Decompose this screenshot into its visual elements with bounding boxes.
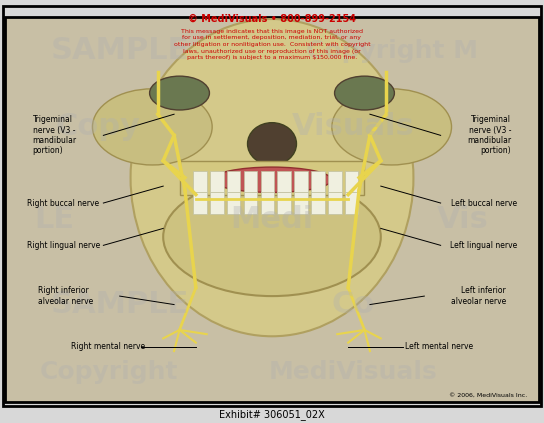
- Bar: [328, 192, 342, 214]
- Bar: [193, 171, 207, 192]
- Bar: [210, 171, 224, 192]
- Text: This message indicates that this image is NOT authorized
for use in settlement, : This message indicates that this image i…: [174, 29, 370, 60]
- Text: Co: Co: [332, 290, 375, 319]
- Bar: [277, 171, 291, 192]
- Text: SAMPLE: SAMPLE: [51, 36, 189, 65]
- Ellipse shape: [212, 167, 332, 192]
- Ellipse shape: [248, 123, 296, 165]
- Bar: [311, 192, 325, 214]
- Ellipse shape: [92, 89, 212, 165]
- Text: Left buccal nerve: Left buccal nerve: [450, 198, 517, 208]
- Ellipse shape: [335, 76, 394, 110]
- Text: Left inferior
alveolar nerve: Left inferior alveolar nerve: [450, 286, 506, 306]
- Text: Left lingual nerve: Left lingual nerve: [449, 241, 517, 250]
- Text: Right lingual nerve: Right lingual nerve: [27, 241, 101, 250]
- Text: Right mental nerve: Right mental nerve: [71, 342, 145, 352]
- Text: Vis: Vis: [436, 206, 489, 234]
- Text: Right buccal nerve: Right buccal nerve: [27, 198, 100, 208]
- Bar: [328, 171, 342, 192]
- Text: Trigeminal
nerve (V3 -
mandibular
portion): Trigeminal nerve (V3 - mandibular portio…: [33, 115, 77, 156]
- Bar: [244, 192, 257, 214]
- Bar: [261, 192, 274, 214]
- Bar: [261, 171, 274, 192]
- Bar: [193, 192, 207, 214]
- Bar: [311, 171, 325, 192]
- Text: Exhibit# 306051_02X: Exhibit# 306051_02X: [219, 409, 325, 420]
- Ellipse shape: [163, 178, 381, 296]
- Bar: [180, 161, 364, 195]
- Text: Visuals: Visuals: [292, 113, 415, 141]
- Text: Left mental nerve: Left mental nerve: [405, 342, 473, 352]
- Ellipse shape: [150, 76, 209, 110]
- Ellipse shape: [131, 19, 413, 336]
- Text: Medi: Medi: [230, 206, 314, 234]
- Bar: [210, 192, 224, 214]
- Text: © 2006, MediVisuals Inc.: © 2006, MediVisuals Inc.: [449, 393, 528, 398]
- Bar: [227, 192, 240, 214]
- Text: Trigeminal
nerve (V3 -
mandibular
portion): Trigeminal nerve (V3 - mandibular portio…: [467, 115, 511, 156]
- Text: LE: LE: [34, 206, 75, 234]
- Ellipse shape: [332, 89, 452, 165]
- Text: Copyright: Copyright: [40, 360, 178, 384]
- Bar: [345, 171, 358, 192]
- Text: Copyright M: Copyright M: [306, 39, 478, 63]
- Bar: [244, 171, 257, 192]
- Text: SAMPLE: SAMPLE: [51, 290, 189, 319]
- Text: Right inferior
alveolar nerve: Right inferior alveolar nerve: [38, 286, 94, 306]
- Text: © MediVisuals • 800-899-2154: © MediVisuals • 800-899-2154: [188, 14, 356, 24]
- Bar: [277, 192, 291, 214]
- Text: Copy: Copy: [55, 113, 140, 141]
- Text: MediVisuals: MediVisuals: [269, 360, 438, 384]
- Bar: [294, 171, 308, 192]
- Bar: [345, 192, 358, 214]
- Bar: [227, 171, 240, 192]
- Bar: [294, 192, 308, 214]
